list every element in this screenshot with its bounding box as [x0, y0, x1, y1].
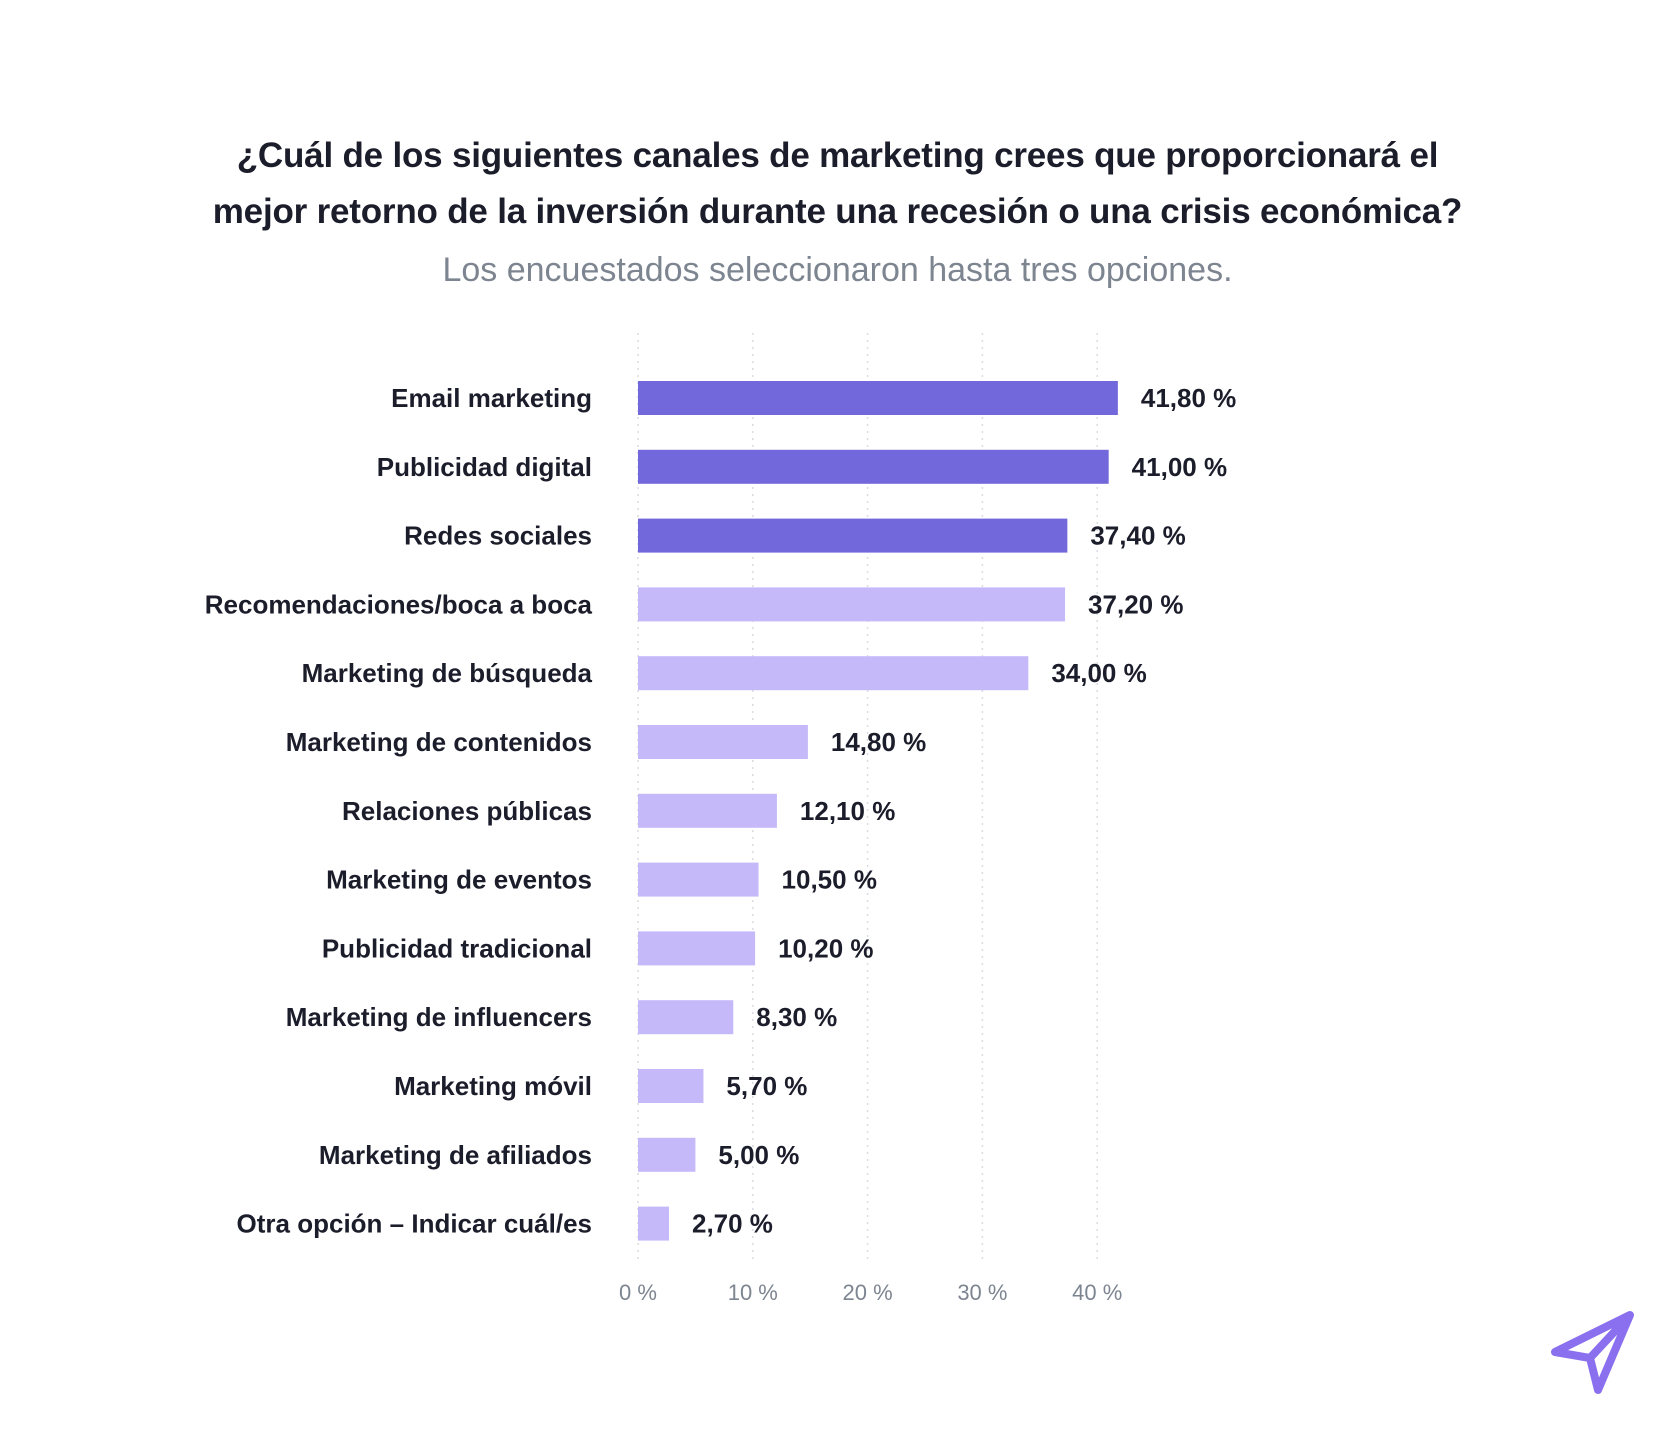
category-label: Marketing de influencers — [286, 1002, 592, 1032]
value-label: 34,00 % — [1051, 658, 1146, 688]
value-label: 37,20 % — [1088, 589, 1183, 619]
value-label: 37,40 % — [1090, 521, 1185, 551]
category-label: Marketing móvil — [394, 1071, 592, 1101]
category-label: Recomendaciones/boca a boca — [205, 589, 593, 619]
category-label: Marketing de búsqueda — [302, 658, 593, 688]
bar — [638, 518, 1068, 553]
category-label: Email marketing — [391, 383, 592, 413]
gridlines — [637, 333, 1098, 1262]
bar — [638, 862, 759, 897]
value-label: 12,10 % — [800, 796, 895, 826]
bars — [638, 381, 1118, 1241]
bar — [638, 1069, 704, 1103]
value-label: 2,70 % — [692, 1209, 773, 1239]
bar — [638, 1000, 734, 1035]
category-label: Marketing de eventos — [326, 865, 592, 895]
category-label: Redes sociales — [404, 521, 592, 551]
value-label: 10,50 % — [782, 865, 877, 895]
bar — [638, 587, 1066, 622]
category-label: Marketing de contenidos — [286, 727, 592, 757]
bar — [638, 656, 1029, 691]
bar — [638, 931, 756, 966]
category-label: Marketing de afiliados — [319, 1140, 592, 1170]
value-label: 41,00 % — [1132, 452, 1227, 482]
x-tick-label: 40 % — [1072, 1280, 1122, 1305]
x-axis-ticks: 0 % 10 % 20 % 30 % 40 % — [619, 1280, 1122, 1305]
chart-title-line-2: mejor retorno de la inversión durante un… — [212, 192, 1463, 231]
bar — [638, 1206, 669, 1241]
bar — [638, 381, 1118, 415]
value-label: 14,80 % — [831, 727, 926, 757]
value-label: 5,00 % — [718, 1140, 799, 1170]
chart-title: ¿Cuál de los siguientes canales de marke… — [150, 128, 1525, 240]
bar — [638, 1137, 696, 1172]
bar — [638, 449, 1109, 484]
category-label: Relaciones públicas — [342, 796, 592, 826]
bar — [638, 725, 808, 759]
value-label: 10,20 % — [778, 933, 873, 963]
x-tick-label: 30 % — [957, 1280, 1007, 1305]
chart-title-line-1: ¿Cuál de los siguientes canales de marke… — [236, 136, 1439, 175]
paper-plane-icon — [1551, 1311, 1634, 1394]
bar — [638, 793, 777, 828]
paper-plane-icon-shape — [1551, 1311, 1634, 1394]
value-labels: 41,80 % 41,00 % 37,40 % 37,20 % 34,00 % 14,80… — [692, 383, 1236, 1239]
category-label: Otra opción – Indicar cuál/es — [237, 1209, 592, 1239]
value-label: 41,80 % — [1141, 383, 1236, 413]
category-label: Publicidad digital — [377, 452, 592, 482]
value-label: 5,70 % — [726, 1071, 807, 1101]
chart-subtitle: Los encuestados seleccionaron hasta tres… — [442, 251, 1233, 289]
x-tick-label: 0 % — [619, 1280, 657, 1305]
category-label: Publicidad tradicional — [322, 933, 592, 963]
x-tick-label: 20 % — [843, 1280, 893, 1305]
x-tick-label: 10 % — [728, 1280, 778, 1305]
value-label: 8,30 % — [756, 1002, 837, 1032]
category-labels: Email marketing Publicidad digital Redes s… — [205, 383, 593, 1239]
